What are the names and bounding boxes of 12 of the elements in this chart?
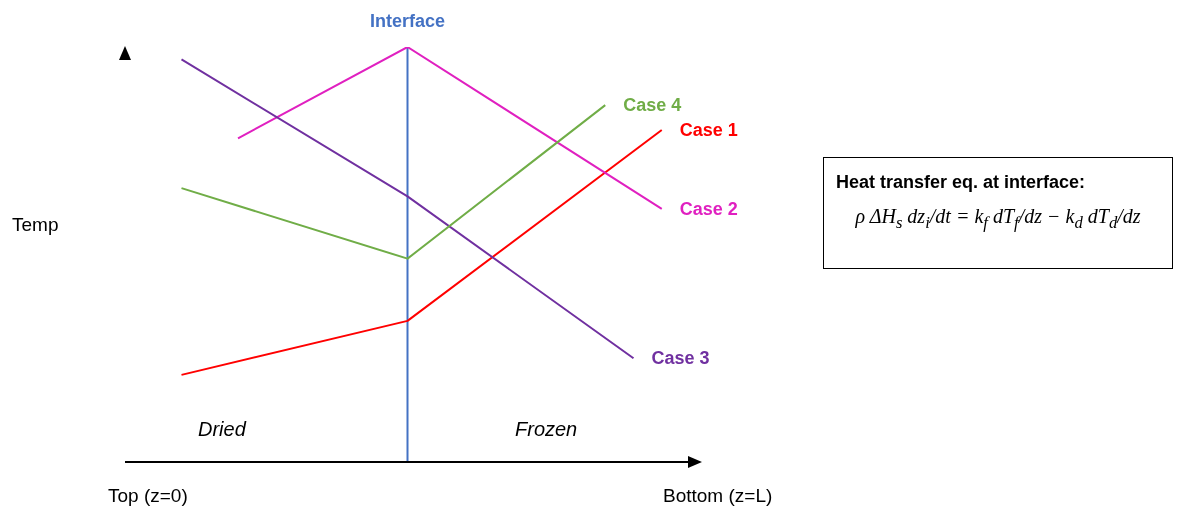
series-label: Case 4 [623,95,682,116]
series-label: Case 2 [679,198,738,219]
text: Bottom (z=L) [663,485,773,507]
text: Interface [369,11,446,31]
y-axis-title: Temp [12,214,59,236]
series-label: Case 1 [679,120,738,140]
text: Heat transfer eq. at interface: [836,172,1087,193]
text: Top (z=0) [108,485,188,507]
text: ρ ΔH$_{s}$ dz$_{i}$/dt = k$_{f}$ dT$_{f}$/dz − k$_{d}$ dT$_{d}$/dz [855,205,1141,232]
annotation: Frozen [515,418,578,441]
annotation: Dried [198,418,246,441]
series-label: Case 3 [651,348,710,369]
